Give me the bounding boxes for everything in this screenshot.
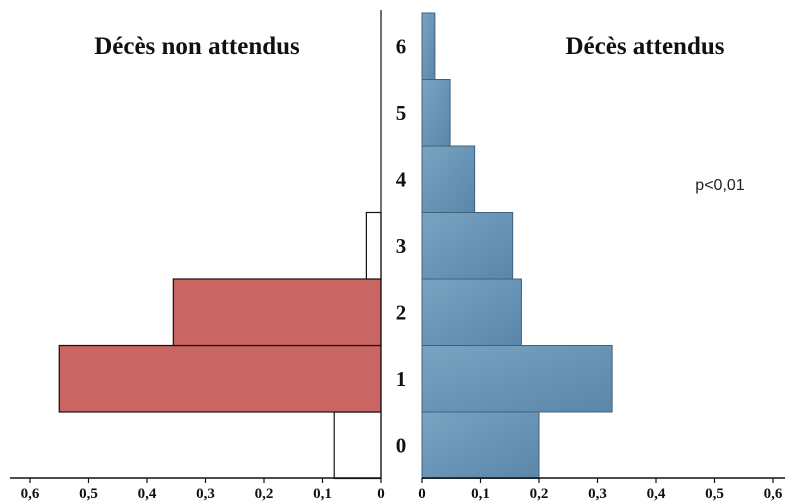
right-tick-label: 0,4 [647,486,666,502]
right-bar-0 [421,411,540,479]
left-tick-label: 0,1 [313,486,332,502]
category-label: 0 [396,433,407,457]
left-tick-label: 0 [377,486,385,502]
category-label: 2 [396,300,407,324]
category-label: 4 [396,167,407,191]
left-bar-0 [333,411,382,480]
left-tick-label: 0,6 [21,486,40,502]
right-tick-label: 0,5 [705,486,724,502]
right-tick-label: 0,1 [471,486,490,502]
left-tick-label: 0,2 [255,486,274,502]
p-value-annotation: p<0,01 [695,177,744,194]
axes-group [10,10,785,483]
category-label: 6 [396,34,407,58]
right-bar-6 [421,12,436,80]
right-tick-label: 0,3 [588,486,607,502]
right-bar-4 [421,145,476,213]
right-bars-group [421,12,613,479]
left-tick-label: 0,5 [79,486,98,502]
right-series-title: Décès attendus [565,33,724,60]
right-tick-label: 0,2 [530,486,549,502]
right-bar-2 [421,278,522,346]
left-bar-2 [172,278,382,347]
right-bar-5 [421,79,451,147]
left-series-title: Décès non attendus [94,33,300,60]
right-tick-label: 0,6 [764,486,783,502]
labels-group: 0 0 0,1 0,1 0,2 0,2 0,3 0,3 0,4 0,4 0,5 0,5 0,6 0,6 0 1… [21,33,783,502]
left-tick-label: 0,3 [196,486,215,502]
right-bar-3 [421,212,514,280]
category-label: 5 [396,101,407,125]
right-bar-1 [421,345,613,413]
left-bar-1 [58,344,382,413]
left-bar-3 [365,211,382,280]
left-tick-label: 0,4 [138,486,157,502]
right-tick-label: 0 [418,486,426,502]
left-bars-group [58,211,382,480]
category-label: 1 [396,367,407,391]
category-label: 3 [396,234,407,258]
